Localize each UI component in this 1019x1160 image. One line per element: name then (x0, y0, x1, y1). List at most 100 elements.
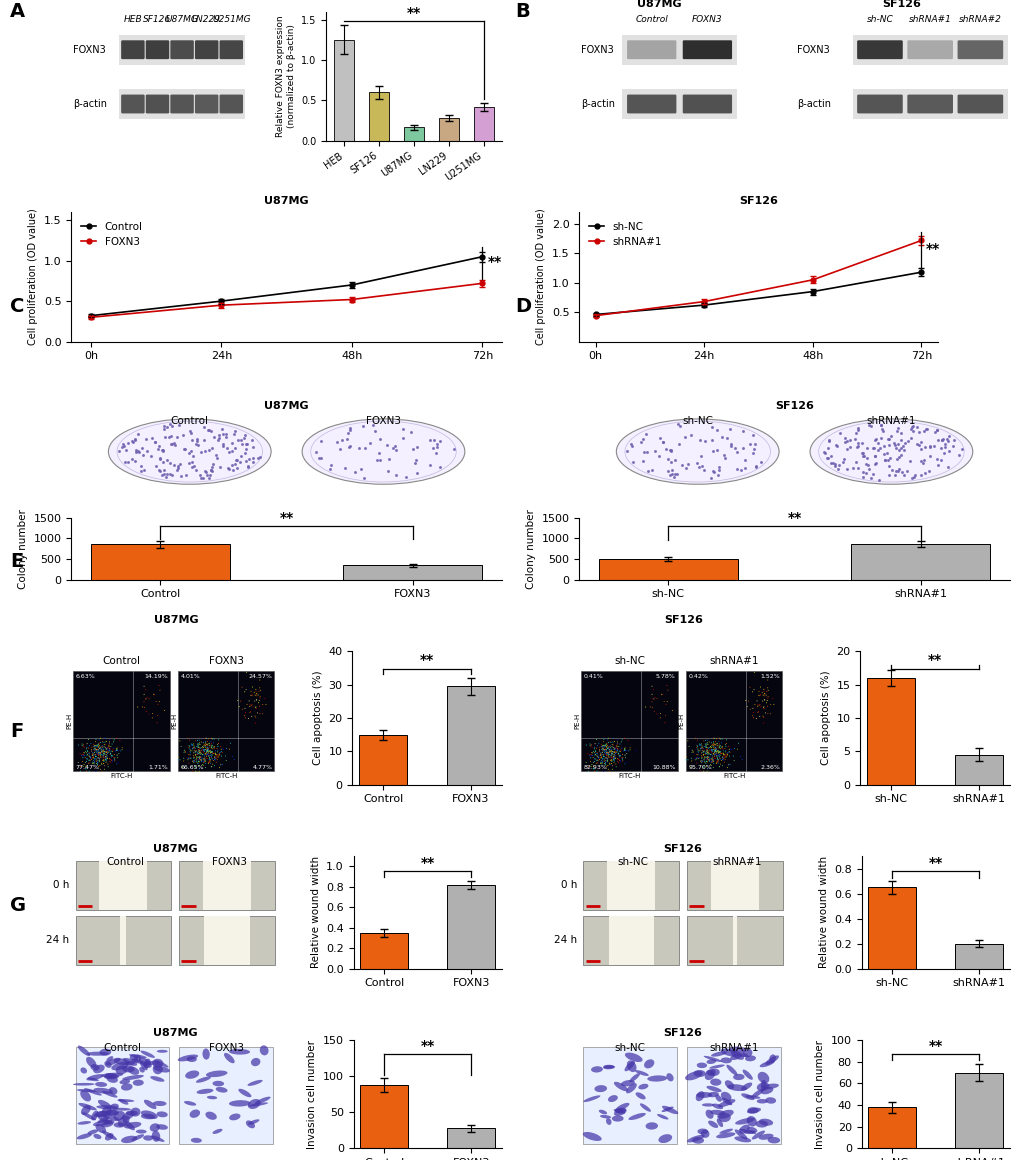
Point (205, 738, 221, 756)
Point (588, 751, 604, 769)
Title: U87MG: U87MG (264, 196, 309, 206)
Point (591, 741, 607, 760)
Point (591, 751, 607, 769)
Point (71, 745, 88, 763)
Point (200, 745, 216, 763)
Point (78, 762, 95, 781)
Point (187, 745, 204, 763)
Point (705, 745, 721, 763)
Ellipse shape (94, 1088, 113, 1094)
Point (719, 755, 736, 774)
Point (759, 697, 775, 716)
Point (98, 748, 114, 767)
Point (208, 745, 224, 763)
Point (92, 738, 108, 756)
Ellipse shape (110, 1103, 119, 1109)
Point (702, 741, 718, 760)
Point (102, 731, 118, 749)
Point (734, 751, 750, 769)
Point (107, 752, 123, 770)
Ellipse shape (734, 1130, 747, 1139)
Ellipse shape (191, 1138, 202, 1143)
Point (693, 748, 709, 767)
Point (591, 744, 607, 762)
Point (98, 749, 114, 768)
Point (249, 684, 265, 703)
Point (604, 733, 621, 752)
Point (173, 737, 190, 755)
Point (199, 739, 215, 757)
Point (583, 747, 599, 766)
Point (94, 742, 110, 761)
Point (589, 744, 605, 762)
Point (190, 734, 206, 753)
Point (705, 735, 721, 754)
Point (88, 749, 104, 768)
Point (758, 691, 774, 710)
Point (603, 756, 620, 775)
Ellipse shape (613, 1109, 626, 1116)
Point (209, 741, 225, 760)
Point (88, 739, 104, 757)
Point (193, 751, 209, 769)
Point (707, 742, 723, 761)
Point (151, 676, 167, 695)
Point (237, 681, 254, 699)
Point (210, 748, 226, 767)
Point (200, 740, 216, 759)
Point (597, 746, 613, 764)
Point (600, 744, 616, 762)
Ellipse shape (114, 1058, 129, 1065)
Point (88, 741, 104, 760)
Point (611, 734, 628, 753)
Point (104, 734, 120, 753)
FancyBboxPatch shape (178, 672, 274, 771)
Point (752, 697, 768, 716)
Point (189, 747, 205, 766)
Bar (360, 1085, 408, 1148)
Point (701, 741, 717, 760)
Point (198, 741, 214, 760)
Point (100, 738, 116, 756)
Point (198, 735, 214, 754)
Point (703, 741, 719, 760)
Point (742, 699, 758, 718)
Point (197, 732, 213, 751)
Point (713, 756, 730, 775)
Point (603, 754, 620, 773)
Point (205, 744, 221, 762)
Text: 0 h: 0 h (560, 880, 577, 890)
Point (94, 732, 110, 751)
Text: shRNA#1: shRNA#1 (908, 15, 951, 24)
Line: shRNA#1: shRNA#1 (593, 238, 923, 318)
Point (90, 740, 106, 759)
Ellipse shape (73, 1083, 95, 1086)
sh-NC (697, 298, 709, 312)
Point (98, 742, 114, 761)
Point (150, 706, 166, 725)
Point (139, 688, 155, 706)
Point (714, 747, 731, 766)
Point (586, 762, 602, 781)
Point (96, 745, 112, 763)
Point (697, 745, 713, 763)
FOXN3 (85, 311, 97, 325)
Point (186, 741, 203, 760)
Point (756, 690, 772, 709)
Point (584, 744, 600, 762)
Ellipse shape (733, 1074, 744, 1080)
Point (644, 690, 660, 709)
Point (585, 742, 601, 761)
Point (197, 748, 213, 767)
FancyBboxPatch shape (856, 41, 902, 59)
Point (694, 741, 710, 760)
Point (691, 737, 707, 755)
Point (79, 745, 96, 763)
Bar (867, 887, 915, 969)
Ellipse shape (711, 1103, 722, 1109)
Point (202, 741, 218, 760)
Point (94, 740, 110, 759)
Point (192, 741, 208, 760)
Point (597, 741, 613, 760)
Point (200, 754, 216, 773)
